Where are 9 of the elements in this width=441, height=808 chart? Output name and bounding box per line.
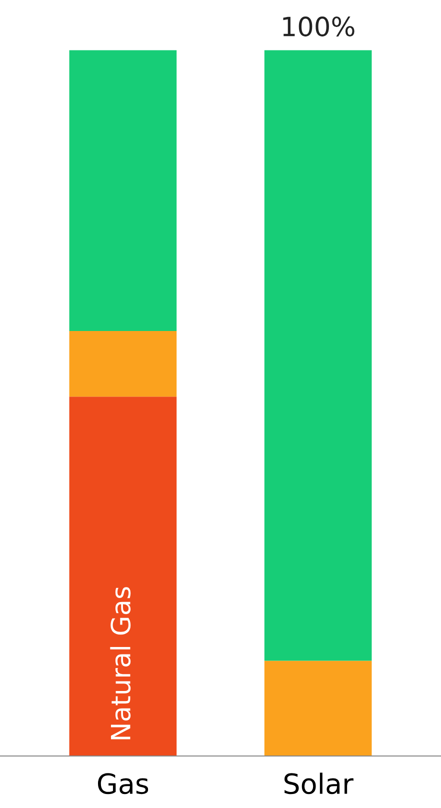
- bar: [69, 331, 177, 397]
- x-tick-label: Gas: [98, 773, 148, 794]
- bar: [69, 396, 177, 756]
- total-label: 100%: [283, 16, 354, 36]
- bar: [264, 50, 372, 661]
- bar: [264, 660, 372, 756]
- bar: [69, 50, 177, 332]
- x-tick-label: Solar: [284, 772, 354, 794]
- series-label: Natural Gas: [110, 587, 131, 740]
